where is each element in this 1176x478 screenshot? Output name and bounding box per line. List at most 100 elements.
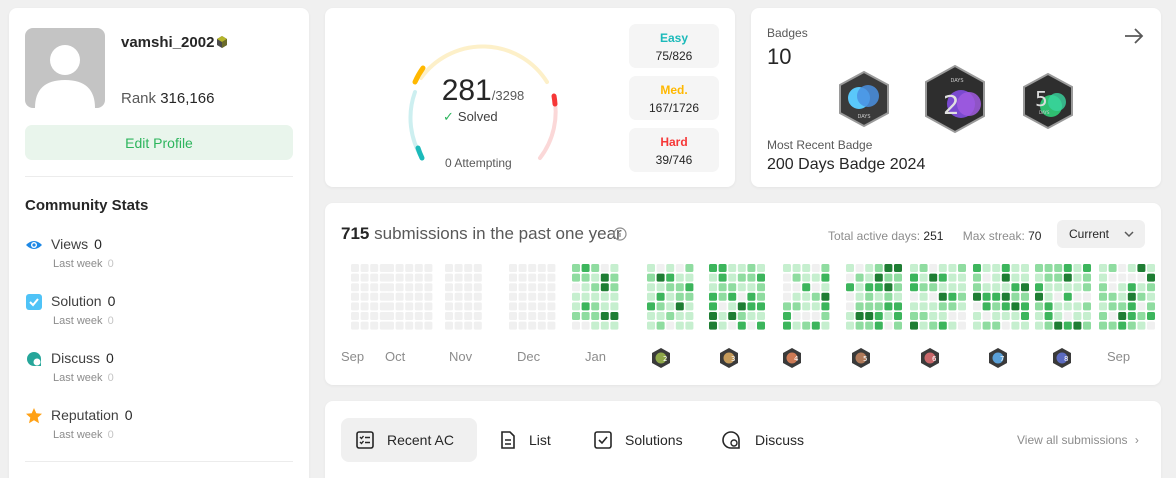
heatmap-cell[interactable]: [509, 264, 517, 272]
heatmap-cell[interactable]: [414, 273, 423, 282]
heatmap-cell[interactable]: [1108, 283, 1117, 292]
heatmap-cell[interactable]: [1035, 283, 1043, 292]
heatmap-cell[interactable]: [992, 312, 1001, 320]
heatmap-cell[interactable]: [351, 292, 359, 301]
heatmap-cell[interactable]: [405, 273, 414, 282]
heatmap-cell[interactable]: [1035, 273, 1043, 282]
heatmap-cell[interactable]: [395, 292, 404, 301]
heatmap-cell[interactable]: [414, 321, 423, 330]
heatmap-cell[interactable]: [802, 264, 811, 272]
heatmap-cell[interactable]: [894, 264, 902, 272]
heatmap-cell[interactable]: [919, 273, 928, 282]
heatmap-cell[interactable]: [948, 312, 957, 320]
edit-profile-button[interactable]: Edit Profile: [25, 125, 293, 160]
heatmap-cell[interactable]: [1137, 312, 1146, 320]
heatmap-cell[interactable]: [938, 302, 947, 311]
heatmap-cell[interactable]: [685, 302, 694, 311]
heatmap-cell[interactable]: [1083, 302, 1091, 311]
heatmap-cell[interactable]: [718, 273, 727, 282]
heatmap-cell[interactable]: [865, 264, 874, 272]
heatmap-cell[interactable]: [464, 283, 473, 292]
heatmap-cell[interactable]: [424, 302, 433, 311]
heatmap-cell[interactable]: [509, 302, 517, 311]
heatmap-cell[interactable]: [509, 273, 517, 282]
heatmap-cell[interactable]: [821, 292, 830, 301]
heatmap-cell[interactable]: [783, 302, 791, 311]
heatmap-cell[interactable]: [1108, 312, 1117, 320]
heatmap-cell[interactable]: [424, 273, 433, 282]
heatmap-cell[interactable]: [685, 273, 694, 282]
heatmap-cell[interactable]: [351, 302, 359, 311]
heatmap-cell[interactable]: [874, 321, 883, 330]
heatmap-cell[interactable]: [509, 321, 517, 330]
heatmap-cell[interactable]: [1137, 292, 1146, 301]
heatmap-cell[interactable]: [802, 321, 811, 330]
heatmap-cell[interactable]: [811, 283, 820, 292]
heatmap-cell[interactable]: [874, 264, 883, 272]
heatmap-cell[interactable]: [992, 273, 1001, 282]
arrow-right-icon[interactable]: [1123, 26, 1145, 46]
heatmap-cell[interactable]: [464, 321, 473, 330]
heatmap-cell[interactable]: [581, 312, 590, 320]
heatmap-cell[interactable]: [982, 283, 991, 292]
heatmap-cell[interactable]: [1044, 283, 1053, 292]
heatmap-cell[interactable]: [709, 302, 717, 311]
heatmap-cell[interactable]: [473, 283, 482, 292]
heatmap-cell[interactable]: [910, 321, 918, 330]
heatmap-cell[interactable]: [1021, 273, 1029, 282]
heatmap-cell[interactable]: [855, 283, 864, 292]
heatmap-cell[interactable]: [973, 321, 981, 330]
heatmap-cell[interactable]: [537, 312, 546, 320]
heatmap-cell[interactable]: [445, 312, 453, 320]
heatmap-cell[interactable]: [591, 283, 600, 292]
heatmap-cell[interactable]: [919, 302, 928, 311]
heatmap-cell[interactable]: [1083, 321, 1091, 330]
heatmap-cell[interactable]: [360, 292, 369, 301]
heatmap-cell[interactable]: [547, 292, 556, 301]
heatmap-cell[interactable]: [351, 283, 359, 292]
heatmap-cell[interactable]: [1011, 283, 1020, 292]
heatmap-cell[interactable]: [600, 283, 609, 292]
heatmap-cell[interactable]: [1073, 321, 1082, 330]
heatmap-cell[interactable]: [675, 321, 684, 330]
heatmap-cell[interactable]: [647, 302, 655, 311]
heatmap-cell[interactable]: [610, 302, 619, 311]
heatmap-cell[interactable]: [379, 292, 388, 301]
heatmap-cell[interactable]: [528, 312, 537, 320]
view-all-submissions-link[interactable]: View all submissions ›: [1017, 433, 1139, 447]
heatmap-cell[interactable]: [1035, 292, 1043, 301]
heatmap-cell[interactable]: [454, 302, 463, 311]
heatmap-cell[interactable]: [948, 292, 957, 301]
heatmap-cell[interactable]: [737, 264, 746, 272]
heatmap-cell[interactable]: [958, 273, 966, 282]
heatmap-cell[interactable]: [518, 302, 527, 311]
heatmap-cell[interactable]: [792, 283, 801, 292]
heatmap-cell[interactable]: [792, 273, 801, 282]
heatmap-cell[interactable]: [591, 292, 600, 301]
heatmap-cell[interactable]: [855, 321, 864, 330]
heatmap-cell[interactable]: [600, 292, 609, 301]
heatmap-cell[interactable]: [1001, 283, 1010, 292]
heatmap-cell[interactable]: [938, 273, 947, 282]
heatmap-cell[interactable]: [379, 273, 388, 282]
heatmap-cell[interactable]: [1118, 292, 1127, 301]
heatmap-cell[interactable]: [1108, 273, 1117, 282]
heatmap-cell[interactable]: [528, 273, 537, 282]
heatmap-cell[interactable]: [1073, 302, 1082, 311]
heatmap-cell[interactable]: [728, 292, 737, 301]
heatmap-cell[interactable]: [992, 264, 1001, 272]
heatmap-cell[interactable]: [737, 283, 746, 292]
heatmap-cell[interactable]: [757, 273, 765, 282]
heatmap-cell[interactable]: [1147, 273, 1155, 282]
heatmap-cell[interactable]: [728, 321, 737, 330]
heatmap-cell[interactable]: [464, 292, 473, 301]
heatmap-cell[interactable]: [685, 312, 694, 320]
heatmap-cell[interactable]: [929, 283, 938, 292]
heatmap-cell[interactable]: [1127, 292, 1136, 301]
heatmap-cell[interactable]: [709, 264, 717, 272]
heatmap-cell[interactable]: [992, 292, 1001, 301]
heatmap-cell[interactable]: [894, 283, 902, 292]
difficulty-hard[interactable]: Hard 39/746: [629, 128, 719, 172]
heatmap-cell[interactable]: [1054, 273, 1063, 282]
heatmap-cell[interactable]: [1011, 312, 1020, 320]
